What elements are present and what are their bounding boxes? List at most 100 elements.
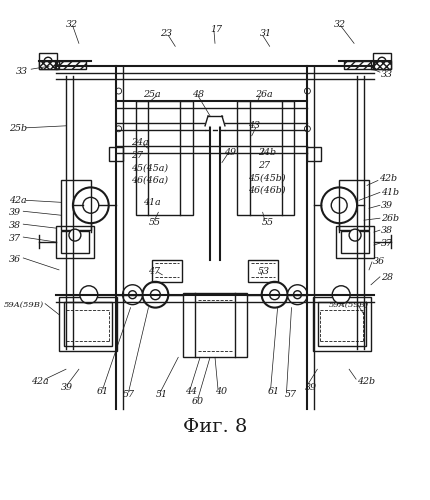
Circle shape (73, 188, 109, 223)
Text: 17: 17 (210, 25, 222, 34)
Text: 61: 61 (267, 386, 280, 396)
Circle shape (262, 282, 288, 308)
Text: 57: 57 (285, 390, 297, 398)
Bar (373, 54, 391, 69)
Text: 42b: 42b (357, 376, 375, 386)
Text: 27: 27 (131, 151, 143, 160)
Text: 42a: 42a (9, 196, 27, 205)
Circle shape (150, 290, 160, 300)
Circle shape (83, 198, 99, 213)
Bar (59, 296, 117, 352)
Text: 23: 23 (160, 29, 172, 38)
Bar (135, 101, 193, 215)
Text: 33: 33 (16, 66, 28, 76)
Text: 31: 31 (260, 29, 272, 38)
Text: 39: 39 (381, 201, 393, 210)
Bar (339, 180, 369, 230)
Bar (307, 146, 321, 160)
Bar (318, 302, 366, 346)
Bar (61, 231, 89, 253)
Text: 32: 32 (334, 20, 346, 29)
Circle shape (321, 188, 357, 223)
Bar (56, 61, 86, 69)
Text: 59A(59B): 59A(59B) (329, 300, 369, 308)
Text: 36: 36 (9, 256, 22, 264)
Circle shape (270, 290, 280, 300)
Text: 41a: 41a (144, 198, 161, 207)
Text: 26a: 26a (255, 90, 272, 98)
Bar (39, 61, 59, 69)
Text: 39: 39 (61, 382, 73, 392)
Text: 39: 39 (304, 382, 316, 392)
Text: 37: 37 (9, 234, 22, 242)
Text: 39: 39 (9, 208, 22, 216)
Text: 43: 43 (248, 122, 260, 130)
Text: 24b: 24b (258, 148, 276, 157)
Text: 33: 33 (381, 70, 393, 78)
Text: 25b: 25b (9, 124, 28, 134)
Bar (336, 226, 374, 258)
Text: 40: 40 (215, 386, 227, 396)
Circle shape (142, 282, 168, 308)
Text: 55: 55 (262, 218, 274, 226)
Bar (237, 101, 295, 215)
Circle shape (44, 58, 52, 65)
Text: 61: 61 (97, 386, 109, 396)
Bar (371, 61, 391, 69)
Text: 57: 57 (123, 390, 135, 398)
Text: 28: 28 (381, 274, 393, 282)
Circle shape (332, 286, 350, 304)
Bar (61, 180, 91, 230)
Text: 32: 32 (66, 20, 78, 29)
Circle shape (304, 126, 310, 132)
Bar (152, 260, 182, 282)
Bar (313, 296, 371, 352)
Polygon shape (205, 116, 225, 126)
Text: 60: 60 (192, 396, 204, 406)
Text: 41b: 41b (381, 188, 399, 197)
Text: 25a: 25a (144, 90, 161, 98)
Text: 24a: 24a (131, 138, 148, 147)
Text: 45(45a): 45(45a) (131, 164, 168, 173)
Bar (56, 226, 94, 258)
Text: 27: 27 (258, 161, 270, 170)
Text: 26b: 26b (381, 214, 399, 222)
Text: 45(45b): 45(45b) (248, 174, 286, 183)
Text: 59A(59B): 59A(59B) (3, 300, 43, 308)
Circle shape (349, 229, 361, 241)
Circle shape (69, 229, 81, 241)
Text: 46(46b): 46(46b) (248, 186, 286, 195)
Circle shape (80, 286, 98, 304)
Circle shape (294, 290, 301, 298)
Bar (64, 302, 112, 346)
Text: 49: 49 (224, 148, 236, 157)
Text: 47: 47 (148, 268, 160, 276)
Text: 44: 44 (185, 386, 197, 396)
Text: 46(46a): 46(46a) (131, 176, 168, 185)
Text: 38: 38 (9, 220, 22, 230)
Bar (341, 231, 369, 253)
Text: 55: 55 (148, 218, 160, 226)
Text: 48: 48 (192, 90, 204, 98)
Text: 53: 53 (258, 268, 270, 276)
Text: 51: 51 (155, 390, 167, 398)
Circle shape (116, 88, 122, 94)
Text: Фиг. 8: Фиг. 8 (183, 418, 247, 436)
Text: 36: 36 (373, 258, 385, 266)
Bar (39, 54, 57, 69)
Bar (109, 146, 123, 160)
Circle shape (304, 88, 310, 94)
Text: 42b: 42b (379, 174, 397, 183)
Circle shape (129, 290, 136, 298)
Circle shape (378, 58, 386, 65)
Bar (248, 260, 278, 282)
Text: 38: 38 (381, 226, 393, 234)
Bar (183, 292, 247, 358)
Circle shape (331, 198, 347, 213)
Bar (344, 61, 374, 69)
Circle shape (123, 285, 142, 304)
Circle shape (288, 285, 307, 304)
Text: 42a: 42a (31, 376, 49, 386)
Circle shape (116, 126, 122, 132)
Text: 37: 37 (381, 238, 393, 248)
